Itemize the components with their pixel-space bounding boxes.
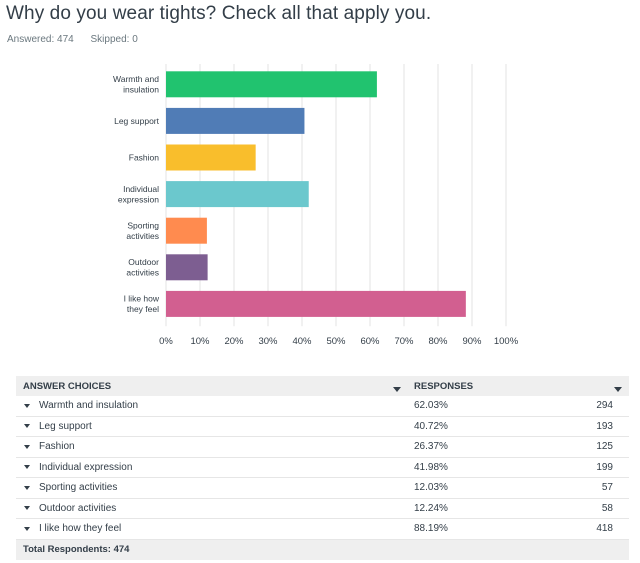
- expand-caret-icon[interactable]: [24, 485, 30, 490]
- responses-header[interactable]: RESPONSES: [408, 381, 629, 392]
- category-label-line: Sporting: [127, 220, 159, 230]
- table-row: Sporting activities 12.03% 57: [16, 478, 629, 499]
- bar: [166, 217, 207, 244]
- answer-choice-cell: Individual expression: [16, 462, 408, 473]
- category-label: Fashion: [129, 153, 160, 163]
- category-label: Outdoor activities: [126, 257, 159, 278]
- bar: [166, 254, 208, 281]
- table-row: Outdoor activities 12.24% 58: [16, 499, 629, 519]
- answer-choice-cell: Outdoor activities: [16, 503, 408, 514]
- table-row: Individual expression 41.98% 199: [16, 458, 629, 478]
- expand-caret-icon[interactable]: [24, 444, 30, 449]
- category-label-line: I like how: [124, 294, 160, 304]
- response-count: 199: [596, 461, 613, 473]
- category-label-line: Individual: [123, 184, 159, 194]
- category-label: Leg support: [114, 116, 160, 126]
- sort-down-icon[interactable]: [393, 386, 401, 392]
- answer-choice-label: I like how they feel: [39, 523, 122, 535]
- total-respondents: Total Respondents: 474: [16, 539, 629, 560]
- answer-choice-label: Leg support: [39, 420, 92, 432]
- x-tick-label: 90%: [462, 336, 482, 347]
- question-title: Why do you wear tights? Check all that a…: [6, 3, 432, 24]
- category-label: Individual expression: [118, 184, 159, 205]
- table-row: Warmth and insulation 62.03% 294: [16, 396, 629, 417]
- response-percent: 62.03%: [414, 400, 448, 412]
- response-stats: Answered: 474 Skipped: 0: [7, 34, 152, 45]
- response-count: 418: [596, 523, 613, 535]
- answer-choice-cell: Fashion: [16, 441, 408, 452]
- response-percent: 40.72%: [414, 420, 448, 432]
- category-label-line: Leg support: [114, 116, 160, 126]
- response-count: 57: [601, 482, 613, 494]
- category-label-line: insulation: [123, 85, 159, 95]
- answer-choice-cell: Warmth and insulation: [16, 400, 408, 411]
- response-percent: 12.24%: [414, 502, 448, 514]
- responses-table: ANSWER CHOICES RESPONSES Warmth and insu…: [16, 376, 629, 560]
- answer-choice-label: Sporting activities: [39, 482, 118, 494]
- expand-caret-icon[interactable]: [24, 526, 30, 531]
- x-tick-label: 70%: [394, 336, 414, 347]
- table-row: I like how they feel 88.19% 418: [16, 519, 629, 540]
- bar: [166, 144, 256, 171]
- answer-choice-cell: Sporting activities: [16, 482, 408, 493]
- answer-choice-label: Outdoor activities: [39, 502, 117, 514]
- skipped-count: Skipped: 0: [90, 34, 138, 45]
- response-count: 125: [596, 441, 613, 453]
- answer-choice-cell: I like how they feel: [16, 523, 408, 534]
- answer-choices-header-label: ANSWER CHOICES: [23, 380, 112, 392]
- x-tick-label: 10%: [190, 336, 210, 347]
- answer-choice-label: Fashion: [39, 441, 75, 453]
- category-label: Warmth and insulation: [113, 74, 159, 95]
- response-count: 193: [596, 420, 613, 432]
- response-count: 58: [601, 502, 613, 514]
- response-count: 294: [596, 400, 613, 412]
- response-percent: 41.98%: [414, 461, 448, 473]
- category-label: Sporting activities: [126, 220, 159, 241]
- response-percent: 26.37%: [414, 441, 448, 453]
- bar: [166, 107, 305, 134]
- x-tick-label: 20%: [224, 336, 244, 347]
- x-tick-label: 30%: [258, 336, 278, 347]
- table-row: Fashion 26.37% 125: [16, 437, 629, 458]
- answered-count: Answered: 474: [7, 34, 74, 45]
- x-tick-label: 50%: [326, 336, 346, 347]
- table-header: ANSWER CHOICES RESPONSES: [16, 376, 629, 396]
- category-label-line: activities: [126, 231, 159, 241]
- x-tick-label: 40%: [292, 336, 312, 347]
- bar: [166, 290, 466, 317]
- category-label: I like how they feel: [124, 294, 160, 315]
- expand-caret-icon[interactable]: [24, 465, 30, 470]
- answer-choice-cell: Leg support: [16, 421, 408, 432]
- category-label-line: Outdoor: [128, 257, 159, 267]
- sort-down-icon[interactable]: [614, 386, 622, 392]
- x-tick-label: 60%: [360, 336, 380, 347]
- answer-choice-label: Warmth and insulation: [39, 400, 139, 412]
- bar: [166, 181, 309, 208]
- category-label-line: activities: [126, 268, 159, 278]
- bar-chart: 0% 10% 20% 30% 40% 50% 60% 70% 80% 90% 100% Warmth …: [113, 64, 519, 347]
- expand-caret-icon[interactable]: [24, 424, 30, 429]
- category-label-line: Fashion: [129, 153, 160, 163]
- table-row: Leg support 40.72% 193: [16, 417, 629, 437]
- answer-choice-label: Individual expression: [39, 461, 133, 473]
- category-label-line: expression: [118, 194, 159, 204]
- bar: [166, 71, 377, 98]
- responses-header-label: RESPONSES: [414, 380, 474, 392]
- x-tick-label: 80%: [428, 336, 448, 347]
- answer-choices-header[interactable]: ANSWER CHOICES: [16, 381, 408, 392]
- category-label-line: Warmth and: [113, 74, 159, 84]
- response-percent: 12.03%: [414, 482, 448, 494]
- expand-caret-icon[interactable]: [24, 506, 30, 511]
- x-tick-label: 0%: [159, 336, 173, 347]
- table-body: Warmth and insulation 62.03% 294 Leg suppor…: [16, 396, 629, 540]
- response-percent: 88.19%: [414, 523, 448, 535]
- category-label-line: they feel: [127, 304, 159, 314]
- expand-caret-icon[interactable]: [24, 403, 30, 408]
- x-tick-label: 100%: [494, 336, 519, 347]
